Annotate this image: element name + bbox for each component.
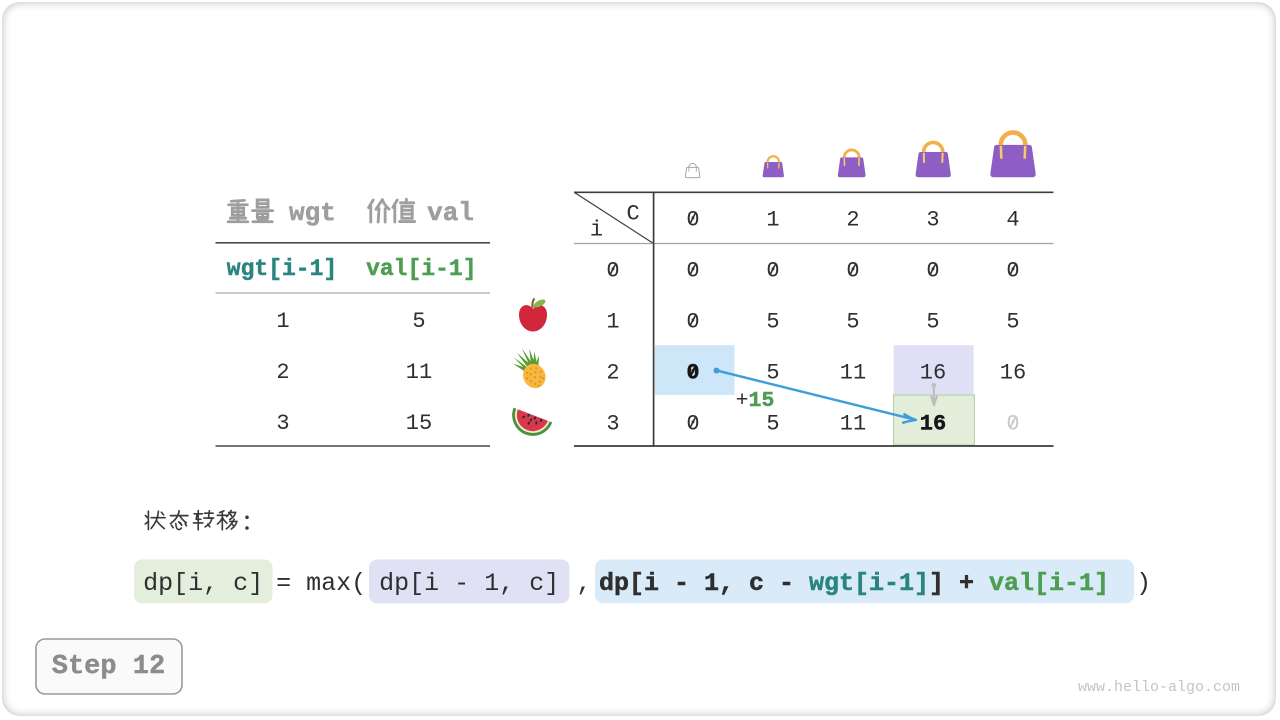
- svg-text:0: 0: [686, 207, 699, 232]
- svg-text:i: i: [590, 218, 603, 243]
- svg-text:5: 5: [412, 309, 425, 334]
- svg-text:5: 5: [766, 361, 779, 386]
- svg-text:5: 5: [1006, 310, 1019, 335]
- svg-text:= max(: = max(: [276, 569, 366, 598]
- svg-text:16: 16: [920, 412, 946, 437]
- svg-text:2: 2: [276, 360, 289, 385]
- svg-text:1: 1: [606, 310, 619, 335]
- svg-text:16: 16: [1000, 361, 1026, 386]
- svg-text:www.hello-algo.com: www.hello-algo.com: [1078, 679, 1240, 696]
- svg-text:16: 16: [920, 361, 946, 386]
- svg-text:0: 0: [926, 259, 939, 284]
- svg-text:0: 0: [1006, 259, 1019, 284]
- svg-text:0: 0: [766, 259, 779, 284]
- svg-text:3: 3: [606, 412, 619, 437]
- svg-text:4: 4: [1006, 207, 1019, 232]
- svg-text:wgt[i-1]: wgt[i-1]: [227, 256, 337, 282]
- svg-text:Step 12: Step 12: [52, 652, 165, 682]
- svg-text:0: 0: [1006, 412, 1019, 437]
- svg-text:val[i-1]: val[i-1]: [366, 256, 476, 282]
- svg-text:0: 0: [686, 412, 699, 437]
- svg-text:C: C: [626, 202, 639, 227]
- svg-text:val: val: [427, 198, 474, 228]
- svg-text:11: 11: [406, 360, 432, 385]
- svg-text:1: 1: [766, 207, 779, 232]
- svg-text:dp[i - 1, c - wgt[i-1]] + val[: dp[i - 1, c - wgt[i-1]] + val[i-1]: [599, 569, 1109, 598]
- svg-text:2: 2: [846, 207, 859, 232]
- svg-text:dp[i - 1, c]: dp[i - 1, c]: [379, 569, 559, 598]
- svg-text:5: 5: [846, 310, 859, 335]
- svg-text:3: 3: [926, 207, 939, 232]
- svg-text:dp[i, c]: dp[i, c]: [143, 569, 263, 598]
- svg-text:15: 15: [406, 411, 432, 436]
- svg-text:5: 5: [766, 412, 779, 437]
- svg-text:11: 11: [840, 361, 866, 386]
- svg-text:,: ,: [576, 569, 591, 598]
- svg-text:0: 0: [846, 259, 859, 284]
- svg-text:0: 0: [606, 259, 619, 284]
- svg-text:): ): [1136, 569, 1151, 598]
- svg-text:3: 3: [276, 411, 289, 436]
- svg-text:0: 0: [686, 310, 699, 335]
- svg-text:11: 11: [840, 412, 866, 437]
- svg-text:wgt: wgt: [289, 198, 336, 228]
- svg-text:0: 0: [686, 259, 699, 284]
- svg-text:1: 1: [276, 309, 289, 334]
- svg-text:+15: +15: [736, 389, 775, 413]
- svg-text:5: 5: [926, 310, 939, 335]
- svg-text:2: 2: [606, 361, 619, 386]
- svg-text:5: 5: [766, 310, 779, 335]
